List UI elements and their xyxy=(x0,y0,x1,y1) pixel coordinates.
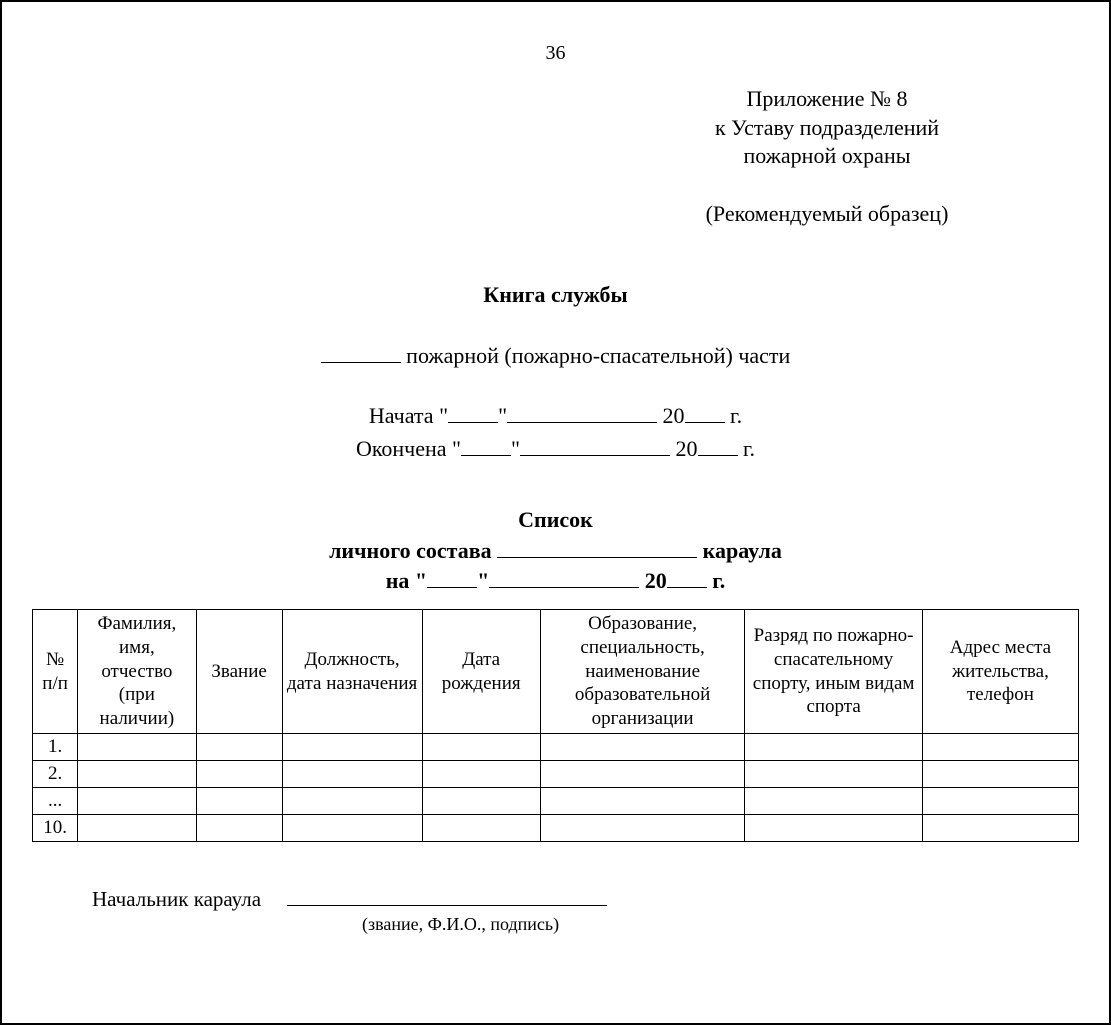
cell xyxy=(282,760,422,787)
sample-note: (Рекомендуемый образец) xyxy=(652,201,1002,227)
table-row: ... xyxy=(33,787,1079,814)
list-line3-mid: " xyxy=(477,568,489,593)
end-year-blank xyxy=(698,438,738,456)
cell xyxy=(78,733,196,760)
row-num: 10. xyxy=(33,814,78,841)
personnel-table: № п/п Фамилия, имя, отчество (при наличи… xyxy=(32,609,1079,842)
start-month-blank xyxy=(507,405,657,423)
list-heading: Список личного состава караула на " " 20 … xyxy=(32,505,1079,597)
end-month-blank xyxy=(520,438,670,456)
dates-block: Начата " " 20 г. Окончена " " 20 г. xyxy=(32,399,1079,465)
started-label: Начата " xyxy=(369,403,448,428)
table-row: 1. xyxy=(33,733,1079,760)
year-suffix-1: г. xyxy=(725,403,743,428)
quote-close-2: " xyxy=(511,436,520,461)
col-fio: Фамилия, имя, отчество (при наличии) xyxy=(78,610,196,734)
commander-sign-line: Начальник караула xyxy=(32,887,1079,912)
col-position: Должность, дата назначения xyxy=(282,610,422,734)
cell xyxy=(540,787,744,814)
commander-signature-blank xyxy=(287,888,607,906)
col-sport: Разряд по пожарно-спасательному спорту, … xyxy=(745,610,923,734)
cell xyxy=(745,760,923,787)
cell xyxy=(78,787,196,814)
document-page: 36 Приложение № 8 к Уставу подразделений… xyxy=(0,0,1111,1025)
appendix-line-2: к Уставу подразделений xyxy=(652,114,1002,143)
appendix-line-1: Приложение № 8 xyxy=(652,85,1002,114)
list-heading-line3: на " " 20 г. xyxy=(32,566,1079,597)
table-row: 10. xyxy=(33,814,1079,841)
cell xyxy=(78,814,196,841)
list-line3-prefix: на " xyxy=(386,568,427,593)
list-year-prefix: 20 xyxy=(639,568,667,593)
guard-number-blank xyxy=(497,540,697,558)
col-rank: Звание xyxy=(196,610,282,734)
cell xyxy=(922,760,1078,787)
col-number: № п/п xyxy=(33,610,78,734)
page-number: 36 xyxy=(32,42,1079,65)
table-header-row: № п/п Фамилия, имя, отчество (при наличи… xyxy=(33,610,1079,734)
cell xyxy=(922,733,1078,760)
cell xyxy=(196,787,282,814)
year-prefix-2: 20 xyxy=(670,436,698,461)
cell xyxy=(282,733,422,760)
unit-line: пожарной (пожарно-спасательной) части xyxy=(32,343,1079,369)
end-date-line: Окончена " " 20 г. xyxy=(32,432,1079,465)
start-date-line: Начата " " 20 г. xyxy=(32,399,1079,432)
book-title: Книга службы xyxy=(32,282,1079,308)
row-num: 1. xyxy=(33,733,78,760)
cell xyxy=(745,814,923,841)
list-year-blank xyxy=(667,570,707,588)
col-address: Адрес места жительства, телефон xyxy=(922,610,1078,734)
cell xyxy=(422,787,540,814)
list-heading-line2: личного состава караула xyxy=(32,536,1079,567)
list-day-blank xyxy=(427,570,477,588)
col-dob: Дата рождения xyxy=(422,610,540,734)
unit-line-text: пожарной (пожарно-спасательной) части xyxy=(401,343,791,368)
cell xyxy=(78,760,196,787)
table-body: 1. 2. ... 10. xyxy=(33,733,1079,841)
cell xyxy=(422,733,540,760)
cell xyxy=(282,787,422,814)
quote-close-1: " xyxy=(498,403,507,428)
cell xyxy=(540,814,744,841)
start-day-blank xyxy=(448,405,498,423)
cell xyxy=(922,814,1078,841)
cell xyxy=(422,760,540,787)
cell xyxy=(196,760,282,787)
cell xyxy=(540,760,744,787)
cell xyxy=(540,733,744,760)
list-line3-suffix: г. xyxy=(707,568,726,593)
cell xyxy=(422,814,540,841)
year-prefix-1: 20 xyxy=(657,403,685,428)
start-year-blank xyxy=(685,405,725,423)
cell xyxy=(196,733,282,760)
appendix-line-3: пожарной охраны xyxy=(652,142,1002,171)
cell xyxy=(745,787,923,814)
unit-number-blank xyxy=(321,345,401,363)
list-line2-prefix: личного состава xyxy=(329,538,497,563)
table-row: 2. xyxy=(33,760,1079,787)
col-education: Образование, специальность, наименование… xyxy=(540,610,744,734)
appendix-block: Приложение № 8 к Уставу подразделений по… xyxy=(652,85,1002,171)
list-month-blank xyxy=(489,570,639,588)
cell xyxy=(922,787,1078,814)
end-day-blank xyxy=(461,438,511,456)
row-num: ... xyxy=(33,787,78,814)
signature-caption: (звание, Ф.И.О., подпись) xyxy=(32,914,1079,935)
commander-label: Начальник караула xyxy=(92,887,261,911)
finished-label: Окончена " xyxy=(356,436,461,461)
row-num: 2. xyxy=(33,760,78,787)
cell xyxy=(745,733,923,760)
year-suffix-2: г. xyxy=(738,436,756,461)
list-line2-suffix: караула xyxy=(697,538,782,563)
cell xyxy=(196,814,282,841)
cell xyxy=(282,814,422,841)
list-heading-line1: Список xyxy=(32,505,1079,536)
